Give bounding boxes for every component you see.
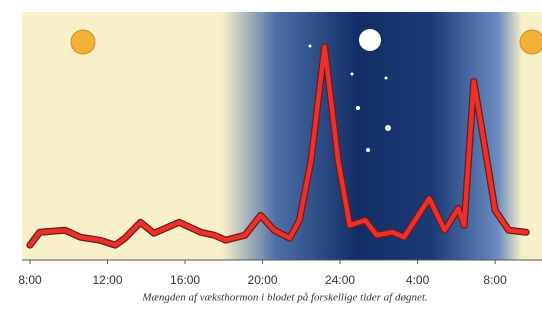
x-tick-label: 24:00	[325, 273, 355, 287]
moon	[359, 29, 381, 51]
x-tick-label: 12:00	[93, 273, 123, 287]
sun	[71, 30, 95, 54]
chart: Mængden af væksthormon i blodet på forsk…	[0, 0, 542, 313]
x-tick-label: 16:00	[170, 273, 200, 287]
x-tick-label: 4:00	[406, 273, 430, 287]
x-tick-label: 20:00	[248, 273, 278, 287]
caption: Mængden af væksthormon i blodet på forsk…	[141, 292, 427, 304]
sun	[520, 30, 542, 54]
x-tick-label: 8:00	[18, 273, 42, 287]
x-tick-label: 8:00	[483, 273, 507, 287]
